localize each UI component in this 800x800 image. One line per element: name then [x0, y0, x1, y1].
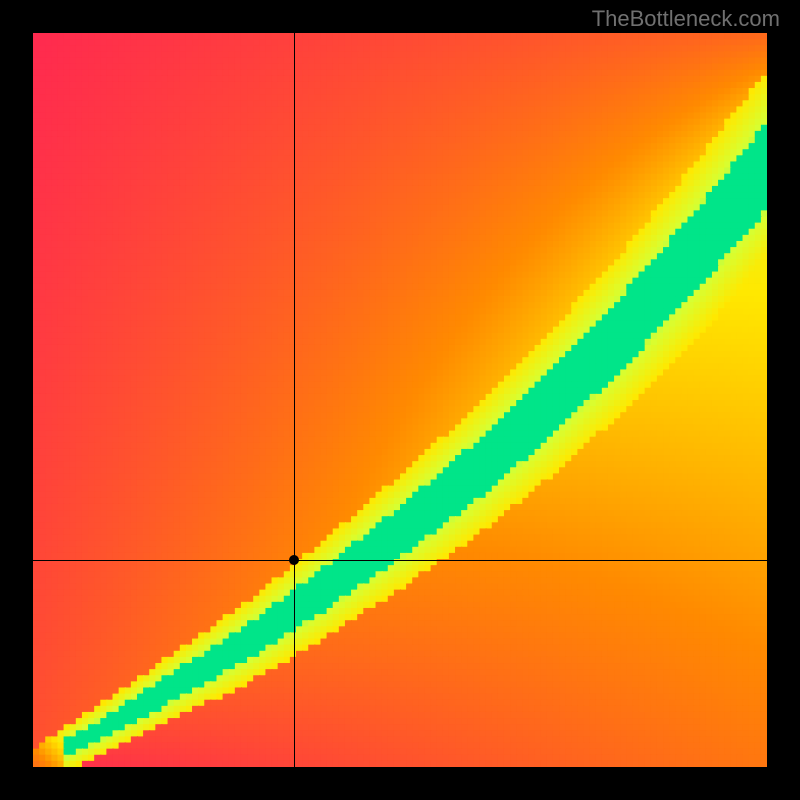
crosshair-horizontal	[33, 560, 767, 561]
chart-container: TheBottleneck.com	[0, 0, 800, 800]
crosshair-vertical	[294, 33, 295, 767]
watermark-text: TheBottleneck.com	[592, 6, 780, 32]
heatmap-canvas	[33, 33, 767, 767]
heatmap-plot	[33, 33, 767, 767]
data-point-marker	[289, 555, 299, 565]
